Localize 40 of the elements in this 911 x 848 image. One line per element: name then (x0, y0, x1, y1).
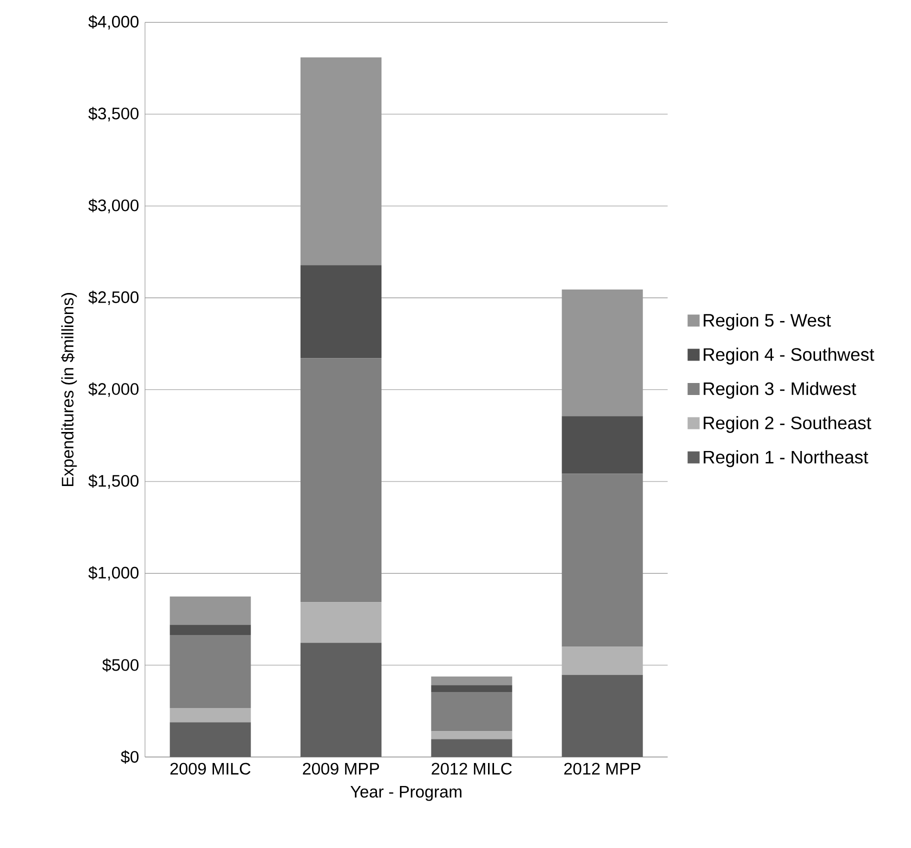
bar (562, 646, 643, 675)
x-tick-label: 2012 MPP (564, 762, 640, 775)
bar (562, 416, 643, 474)
x-tick-label: 2012 MILC (432, 762, 512, 775)
bar (562, 290, 643, 416)
bar (300, 265, 382, 358)
y-tick-label: $2,000 (88, 382, 139, 397)
bar (431, 685, 512, 692)
legend-label: Region 4 - Southwest (704, 348, 874, 364)
x-tick-label: 2009 MPP (302, 762, 380, 775)
x-axis-title: Year - Program (350, 786, 462, 801)
legend-label: Region 3 - Midwest (704, 382, 856, 399)
bar (300, 642, 382, 757)
y-tick-label: $4,000 (88, 15, 139, 30)
bar (170, 624, 251, 636)
bar (431, 731, 512, 740)
bar (431, 692, 512, 732)
bar (300, 602, 382, 643)
bar (300, 57, 382, 266)
y-axis-title: Expenditures (in $millions) (61, 293, 77, 486)
bar (170, 722, 251, 757)
bar (300, 358, 382, 602)
y-tick-label: $3,500 (88, 106, 139, 122)
legend-label: Region 1 - Northeast (704, 450, 868, 468)
bar (431, 676, 512, 686)
bar (170, 708, 251, 722)
x-tick-label: 2009 MILC (170, 762, 250, 775)
y-tick-label: $0 (120, 750, 139, 764)
bar (170, 596, 251, 625)
y-tick-label: $1,000 (88, 566, 139, 581)
y-tick-label: $500 (102, 658, 139, 672)
bar (431, 739, 512, 757)
bar (170, 635, 251, 708)
bar (562, 474, 643, 647)
legend-label: Region 5 - West (704, 313, 831, 330)
legend-label: Region 2 - Southeast (704, 416, 872, 433)
bar (562, 674, 643, 757)
y-tick-label: $2,500 (88, 290, 139, 306)
y-tick-label: $3,000 (88, 198, 139, 214)
y-tick-label: $1,500 (88, 474, 139, 489)
